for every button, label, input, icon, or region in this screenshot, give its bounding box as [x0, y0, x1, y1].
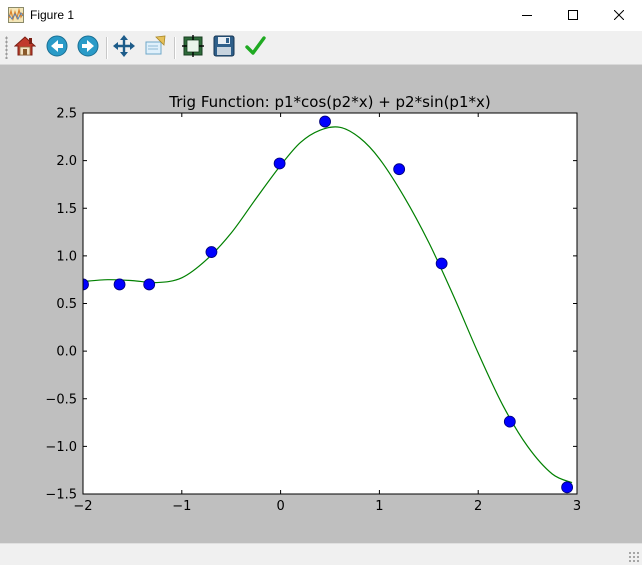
data-point-marker — [143, 278, 156, 291]
data-point-marker — [435, 257, 448, 270]
data-point-marker — [393, 163, 406, 176]
home-button[interactable] — [12, 35, 38, 61]
close-icon — [613, 7, 625, 25]
data-point-marker — [561, 481, 574, 494]
figure-canvas[interactable]: Trig Function: p1*cos(p2*x) + p2*sin(p1*… — [0, 65, 642, 543]
fit-curve-line — [83, 126, 573, 484]
y-tick-label: −1.0 — [45, 440, 77, 455]
zoom-button[interactable] — [142, 35, 168, 61]
y-tick-label: −1.5 — [45, 488, 77, 503]
data-point-marker — [273, 157, 286, 170]
chart-title: Trig Function: p1*cos(p2*x) + p2*sin(p1*… — [168, 93, 490, 111]
y-tick-label: 0.5 — [56, 297, 77, 312]
plot-area[interactable]: Trig Function: p1*cos(p2*x) + p2*sin(p1*… — [0, 65, 642, 543]
save-button[interactable] — [211, 35, 237, 61]
minimize-button[interactable] — [504, 0, 550, 31]
x-tick-label: −1 — [172, 499, 191, 514]
x-tick-label: 0 — [276, 499, 284, 514]
toolbar-separator — [174, 37, 176, 59]
resize-grip[interactable] — [628, 551, 640, 563]
x-tick-label: 2 — [474, 499, 482, 514]
close-button[interactable] — [596, 0, 642, 31]
maximize-icon — [568, 7, 578, 25]
edit-axis-button[interactable] — [242, 35, 268, 61]
back-button[interactable] — [44, 35, 70, 61]
y-tick-label: 1.0 — [56, 249, 77, 264]
data-layer — [83, 115, 574, 494]
back-arrow-icon — [46, 35, 68, 62]
axes-frame — [82, 112, 578, 495]
title-bar[interactable]: Figure 1 — [0, 0, 642, 31]
subplots-config-icon — [182, 34, 204, 62]
x-tick-label: 3 — [573, 499, 581, 514]
pan-move-icon — [113, 34, 135, 62]
status-bar — [0, 543, 642, 565]
minimize-icon — [522, 7, 532, 25]
data-point-marker — [113, 278, 126, 291]
window-title: Figure 1 — [30, 8, 75, 22]
y-tick-label: 2.5 — [56, 107, 77, 122]
navigation-toolbar — [0, 31, 642, 65]
pan-button[interactable] — [111, 34, 137, 62]
zoom-rect-icon — [144, 35, 166, 62]
data-point-marker — [83, 278, 89, 291]
y-tick-label: 0.0 — [56, 345, 77, 360]
data-point-marker — [319, 115, 331, 128]
data-point-marker — [205, 246, 218, 258]
axes-background — [83, 113, 577, 494]
toolbar-grip[interactable] — [5, 36, 8, 59]
axes-ticks: −2 −1 0 1 2 3 −1.5 −1.0 −0.5 0.0 0.5 1.0 1.5 2.0 2.5 — [45, 107, 581, 515]
x-tick-label: −2 — [73, 499, 92, 514]
data-point-marker — [503, 415, 516, 428]
maximize-button[interactable] — [550, 0, 596, 31]
x-tick-label: 1 — [375, 499, 383, 514]
forward-button[interactable] — [75, 35, 101, 61]
save-disk-icon — [213, 35, 235, 62]
y-tick-label: −0.5 — [45, 392, 77, 407]
checkmark-icon — [244, 35, 266, 62]
subplots-button[interactable] — [180, 34, 206, 62]
matplotlib-figure-icon — [8, 7, 24, 23]
toolbar-separator — [106, 37, 108, 59]
y-tick-label: 2.0 — [56, 154, 77, 169]
home-icon — [13, 35, 37, 62]
y-tick-label: 1.5 — [56, 202, 77, 217]
forward-arrow-icon — [77, 35, 99, 62]
